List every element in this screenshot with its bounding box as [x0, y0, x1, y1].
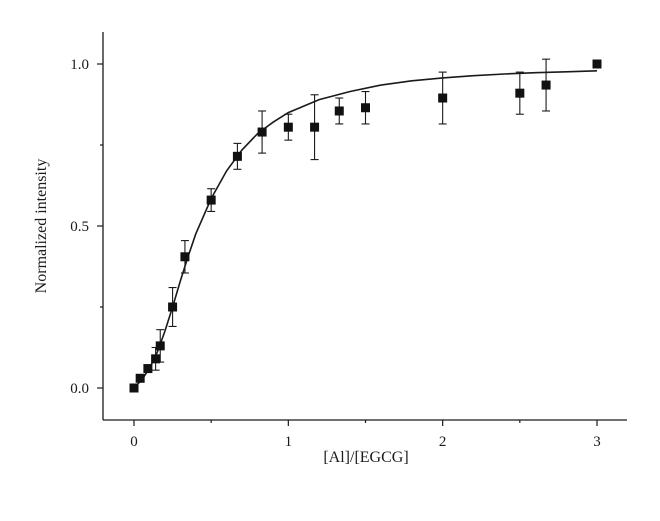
- data-point: [135, 373, 145, 383]
- data-point: [129, 383, 139, 393]
- data-point: [180, 252, 190, 262]
- data-point: [257, 127, 267, 137]
- fit-curve: [133, 70, 598, 389]
- y-axis-label: Normalized intensity: [33, 159, 50, 294]
- x-axis-label: [Al]/[EGCG]: [323, 449, 408, 466]
- data-point: [206, 195, 216, 205]
- y-tick-label: 0.5: [70, 219, 89, 235]
- data-point: [541, 80, 551, 90]
- data-point: [151, 354, 161, 364]
- axes: [102, 32, 627, 421]
- x-tick-label: 3: [593, 434, 601, 450]
- y-tick-label: 1.0: [70, 57, 89, 73]
- data-point: [168, 302, 178, 312]
- ticks: [97, 63, 598, 426]
- data-point: [438, 93, 448, 103]
- x-tick-label: 0: [130, 434, 138, 450]
- data-point: [232, 151, 242, 161]
- data-point: [334, 106, 344, 116]
- x-tick-label: 2: [439, 434, 447, 450]
- data-point: [155, 341, 165, 351]
- data-point: [310, 122, 320, 132]
- data-point: [592, 59, 602, 69]
- error-bars: [151, 58, 551, 371]
- tick-labels: 0 1 2 3 0.0 0.5 1.0: [70, 57, 601, 450]
- data-point: [361, 103, 370, 113]
- data-point: [515, 88, 525, 98]
- x-tick-label: 1: [285, 434, 293, 450]
- y-tick-label: 0.0: [70, 381, 89, 397]
- data-point: [283, 122, 293, 132]
- data-points: [129, 59, 602, 393]
- data-point: [143, 364, 153, 374]
